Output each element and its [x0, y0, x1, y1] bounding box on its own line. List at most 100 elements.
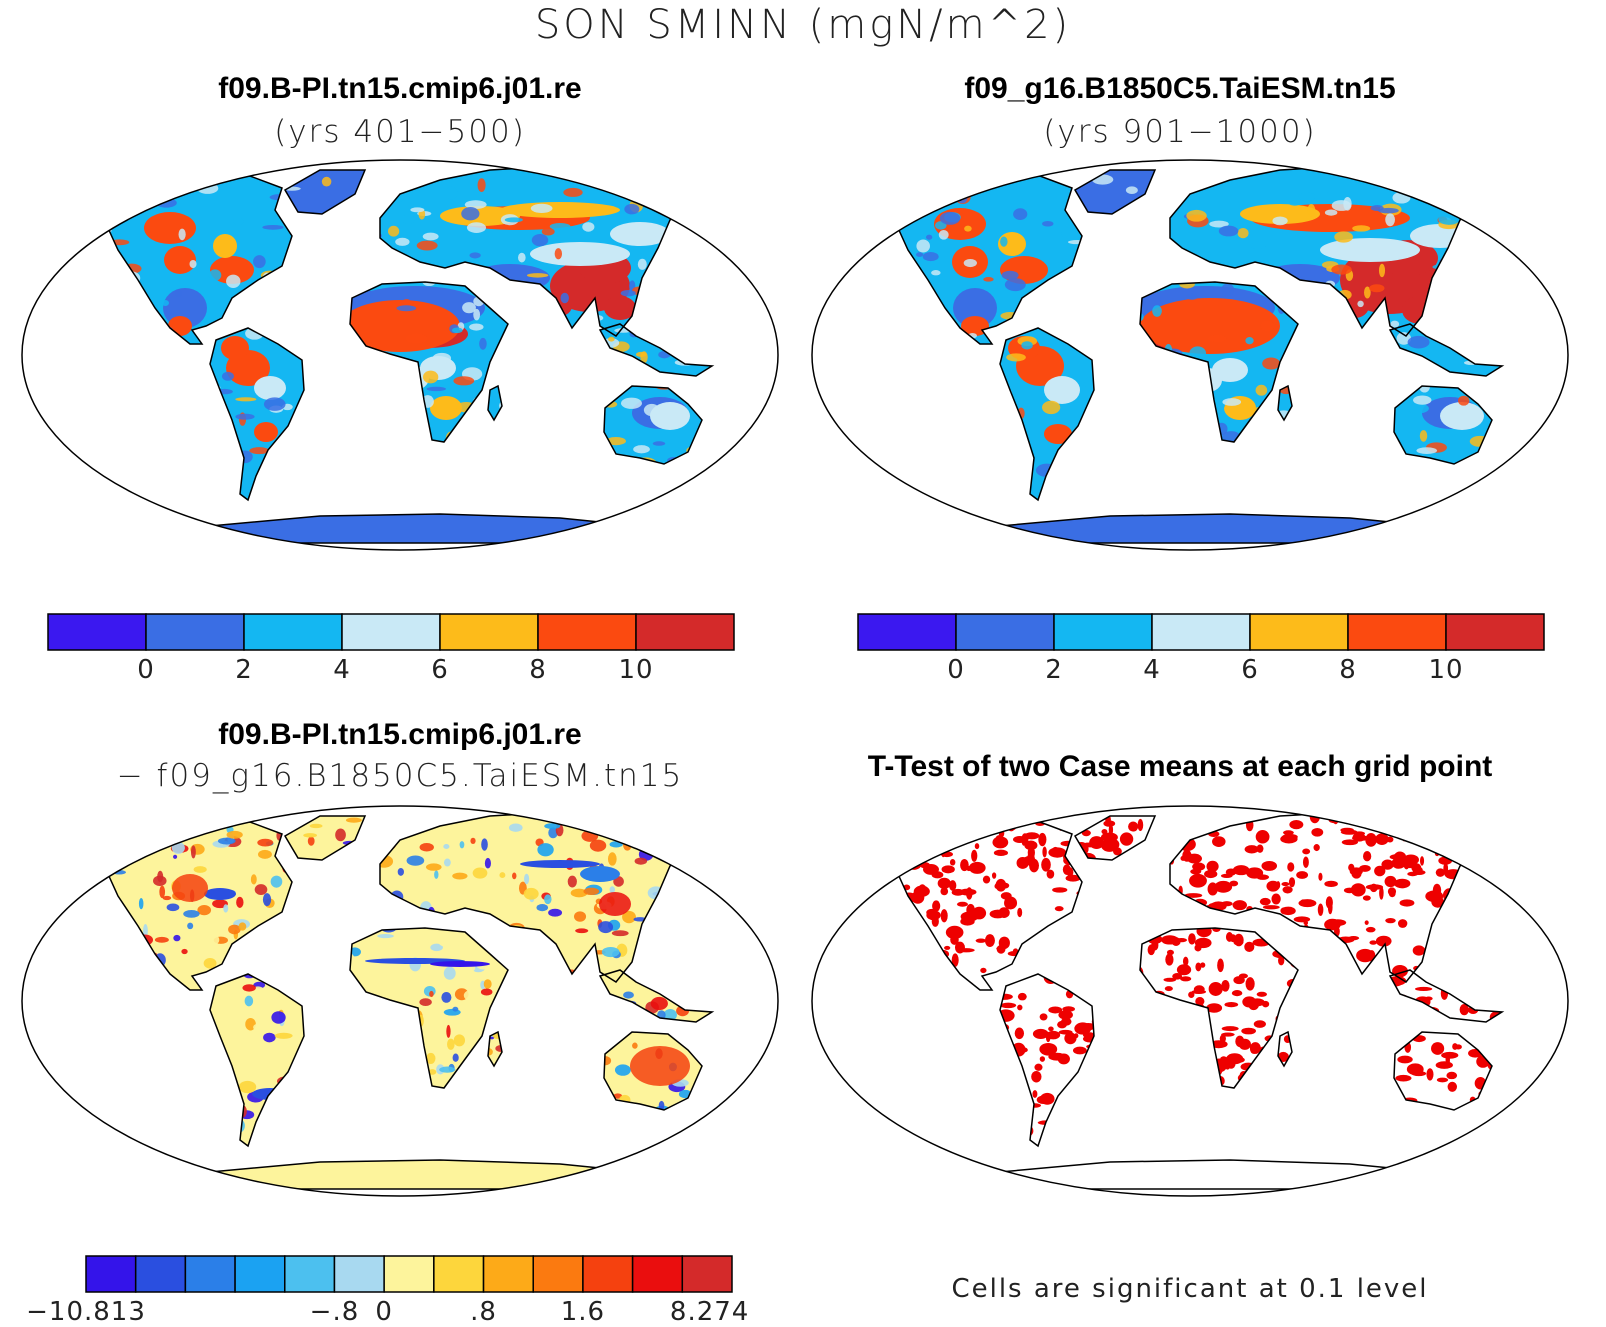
significant-cell	[1342, 1096, 1353, 1110]
significant-cell	[1312, 1103, 1324, 1111]
significant-cell	[931, 916, 939, 927]
significant-cell	[1069, 979, 1081, 990]
field-speckle	[472, 396, 484, 407]
diff-speckle	[563, 1043, 571, 1050]
diff-speckle	[112, 1050, 128, 1062]
significant-cell	[1167, 1027, 1172, 1034]
field-speckle	[422, 370, 439, 384]
land-fill-indonesia	[600, 324, 712, 376]
field-speckle	[479, 428, 500, 439]
significant-cell	[1181, 1016, 1197, 1030]
significant-cell	[1157, 911, 1174, 921]
field-speckle	[1450, 173, 1458, 185]
diff-speckle	[522, 1107, 540, 1114]
significant-cell	[892, 886, 900, 899]
land-fill-antarctica	[155, 1160, 700, 1189]
significant-cell	[893, 976, 903, 983]
field-speckle	[1237, 228, 1249, 239]
field-speckle	[1136, 208, 1149, 215]
diff-speckle	[208, 1077, 216, 1082]
significant-cell	[943, 975, 957, 989]
field-speckle	[235, 413, 255, 420]
significant-cell	[1210, 1084, 1221, 1090]
diff-speckle	[550, 1017, 569, 1026]
field-speckle	[543, 406, 551, 414]
significant-cell	[1363, 1023, 1373, 1029]
field-speckle	[922, 439, 940, 451]
field-patch	[1410, 224, 1470, 248]
field-speckle	[189, 259, 197, 269]
significant-cell	[1216, 1124, 1233, 1130]
field-speckle	[1281, 445, 1289, 460]
field-patch	[650, 402, 690, 430]
significant-cell	[1185, 1005, 1204, 1017]
significant-cell	[1362, 895, 1371, 901]
diff-speckle	[706, 1066, 711, 1073]
diff-speckle	[483, 979, 492, 989]
field-speckle	[962, 351, 972, 357]
significant-cell	[1239, 1132, 1250, 1138]
field-speckle	[1106, 340, 1116, 355]
significant-cell	[1365, 832, 1377, 847]
field-speckle	[600, 381, 620, 386]
panel-2-map	[811, 159, 1569, 551]
significant-cell	[1365, 1073, 1384, 1080]
field-speckle	[331, 414, 344, 429]
field-speckle	[1379, 365, 1400, 375]
diff-speckle	[470, 1102, 488, 1114]
colorbar-tick-label: 8.274	[670, 1297, 749, 1327]
diff-speckle	[505, 1067, 517, 1079]
colorbar-box	[134, 1255, 187, 1293]
diff-speckle	[524, 1041, 536, 1050]
significant-cell	[1166, 1112, 1179, 1125]
significant-cell	[1109, 897, 1126, 907]
significant-cell	[928, 982, 942, 989]
diff-speckle	[508, 823, 523, 832]
diff-speckle	[688, 926, 703, 936]
field-patch	[340, 300, 460, 352]
significant-cell	[1066, 940, 1085, 949]
field-speckle	[1141, 448, 1151, 462]
significant-cell	[1001, 1040, 1007, 1053]
diff-speckle	[233, 1118, 245, 1133]
diff-speckle	[588, 992, 596, 1006]
diff-speckle	[381, 947, 392, 959]
field-speckle	[466, 222, 487, 233]
significant-cell	[1380, 1001, 1392, 1008]
diff-speckle	[154, 995, 164, 1006]
diff-speckle	[315, 1111, 327, 1121]
field-speckle	[159, 326, 173, 334]
significant-cell	[1435, 868, 1445, 877]
field-speckle	[175, 290, 183, 298]
significant-cell	[1363, 850, 1372, 862]
significant-cell	[1348, 1113, 1364, 1125]
diff-speckle	[309, 823, 323, 829]
diff-speckle	[263, 1032, 276, 1043]
significant-cell	[1271, 893, 1281, 905]
significant-cell	[960, 1079, 970, 1092]
significant-cell	[1072, 1046, 1087, 1055]
colorbar-box	[47, 613, 147, 651]
diff-speckle	[413, 1113, 420, 1122]
diff-speckle	[704, 964, 712, 978]
significant-cell	[980, 1001, 986, 1016]
field-speckle	[926, 234, 933, 240]
significant-cell	[956, 991, 971, 1000]
significant-cell	[933, 1113, 951, 1120]
significant-cell	[1234, 1086, 1242, 1096]
field-speckle	[1470, 320, 1488, 330]
diff-speckle	[369, 1095, 382, 1110]
field-speckle	[1221, 283, 1235, 297]
significant-cell	[1017, 1130, 1028, 1136]
diff-speckle	[336, 881, 344, 886]
diff-speckle	[375, 855, 394, 868]
coastline-greenland	[283, 169, 367, 215]
field-speckle	[1290, 365, 1298, 372]
significant-cell	[1206, 1003, 1223, 1013]
significant-cell	[995, 1118, 1008, 1132]
significant-cell	[1031, 1070, 1042, 1083]
significant-cell	[1484, 1130, 1500, 1139]
field-speckle	[221, 371, 234, 381]
field-speckle	[691, 276, 701, 287]
diff-speckle	[611, 930, 629, 937]
